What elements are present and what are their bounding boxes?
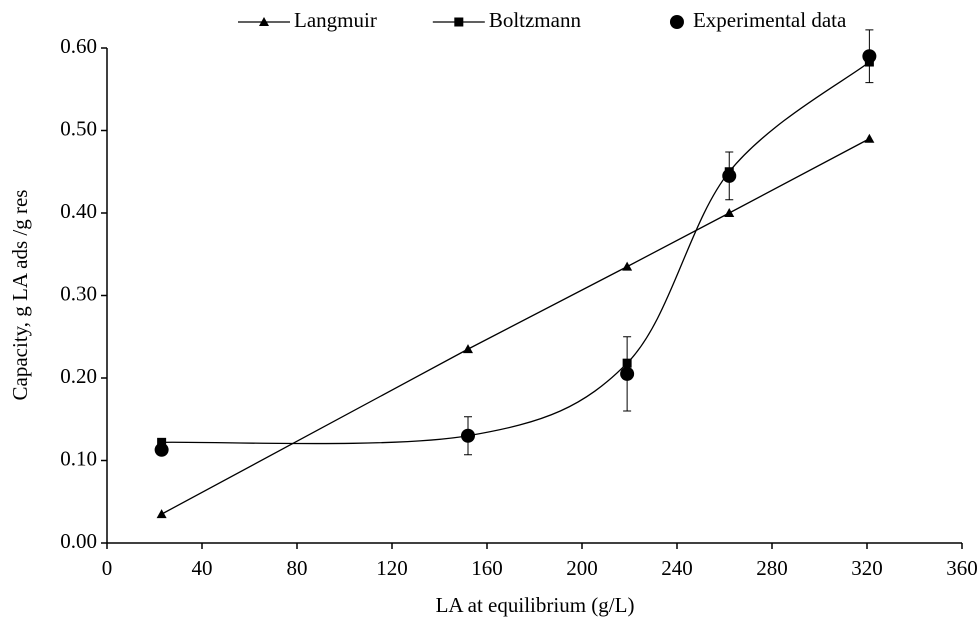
x-tick-label: 280 (756, 556, 788, 580)
legend-marker (259, 17, 269, 26)
legend-label: Langmuir (294, 8, 377, 32)
x-tick-label: 80 (287, 556, 308, 580)
x-tick-label: 160 (471, 556, 503, 580)
legend-marker (669, 15, 684, 29)
series-line (161, 61, 870, 445)
y-tick-label: 0.50 (60, 116, 97, 140)
data-point (620, 366, 635, 381)
data-point (157, 437, 167, 447)
x-tick-label: 40 (192, 556, 213, 580)
y-axis-label: Capacity, g LA ads /g res (8, 190, 32, 401)
x-tick-label: 240 (661, 556, 693, 580)
legend-marker (454, 17, 464, 27)
data-point (156, 509, 167, 519)
data-point (864, 133, 875, 143)
data-point (461, 428, 475, 443)
legend-label: Experimental data (693, 8, 847, 32)
series-line (161, 138, 870, 515)
x-tick-label: 360 (946, 556, 978, 580)
y-tick-label: 0.00 (60, 529, 97, 553)
x-axis-label: LA at equilibrium (g/L) (436, 593, 635, 617)
y-tick-label: 0.60 (60, 34, 97, 58)
data-point (722, 168, 737, 183)
x-tick-label: 120 (376, 556, 408, 580)
legend-label: Boltzmann (489, 8, 582, 32)
x-tick-label: 0 (102, 556, 113, 580)
y-tick-label: 0.20 (60, 364, 97, 388)
y-tick-label: 0.40 (60, 199, 97, 223)
data-point (862, 49, 877, 64)
x-tick-label: 320 (851, 556, 883, 580)
data-point (463, 344, 473, 354)
x-tick-label: 200 (566, 556, 598, 580)
data-point (154, 442, 169, 457)
data-point (622, 261, 633, 271)
data-point (724, 208, 735, 217)
y-tick-label: 0.30 (60, 281, 97, 305)
y-tick-label: 0.10 (60, 446, 97, 470)
